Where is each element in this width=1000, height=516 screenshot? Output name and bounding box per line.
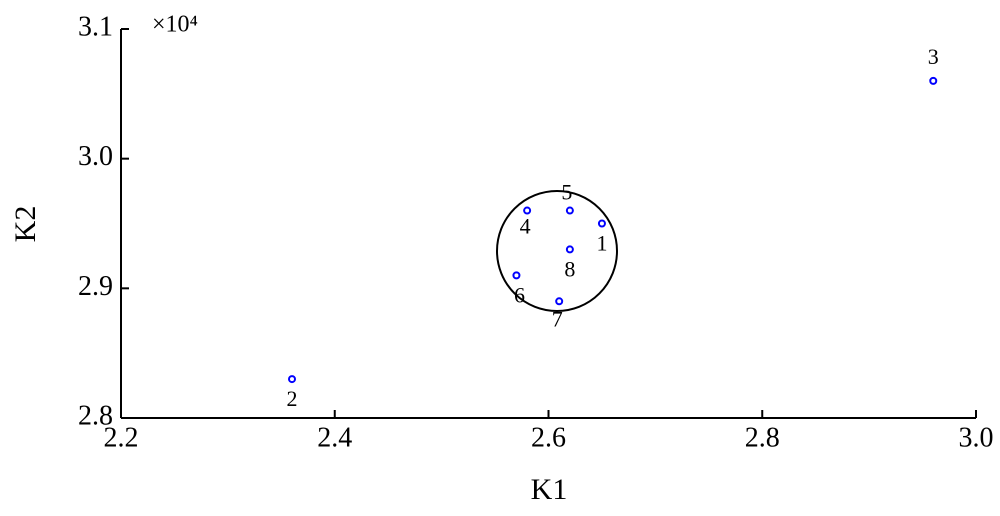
x-tick-label: 2.4 [317,422,352,453]
point [555,297,564,306]
x-axis-label: K1 [531,473,568,506]
point [929,76,938,85]
point-label: 1 [596,231,607,256]
point [565,245,574,254]
point-label: 4 [520,214,531,239]
x-tick-label: 2.8 [745,422,780,453]
y-tick-label: 3.1 [78,11,113,42]
point-label: 8 [564,256,575,281]
point [288,375,296,384]
point [597,219,606,228]
point [512,271,521,280]
highlight-circle [496,190,618,312]
point-label: 2 [287,386,298,411]
y-tick-label: 2.8 [78,400,113,431]
x-tick-label: 3.0 [959,422,994,453]
point [565,206,574,215]
exponent-annotation: ×10⁴ [152,12,198,38]
point [523,206,532,215]
y-tick-label: 3.0 [78,141,113,172]
y-tick-label: 2.9 [78,271,113,302]
point-label: 3 [928,44,939,69]
x-tick-label: 2.6 [531,422,566,453]
y-axis-label: K2 [9,206,42,243]
point-label: 5 [561,180,572,205]
point-label: 7 [552,306,563,331]
x-tick-label: 2.2 [104,422,139,453]
point-label: 6 [514,282,525,307]
